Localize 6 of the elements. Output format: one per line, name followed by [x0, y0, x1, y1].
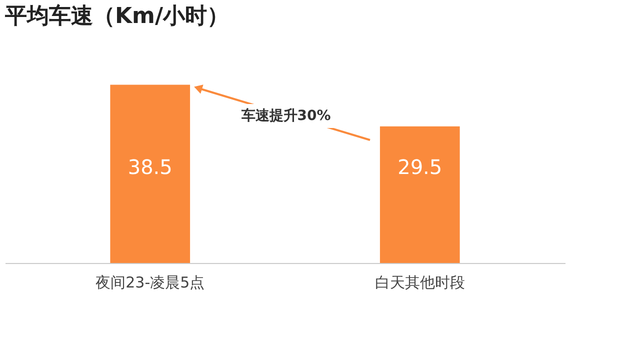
annotation: 车速提升30%: [240, 107, 331, 124]
data-label: 38.5: [128, 155, 172, 179]
data-label: 29.5: [398, 155, 442, 179]
x-tick-label: 白天其他时段: [374, 274, 465, 292]
x-tick-label: 夜间23-凌晨5点: [96, 274, 205, 292]
chart-title: 平均车速（Km/小时）: [4, 3, 230, 29]
